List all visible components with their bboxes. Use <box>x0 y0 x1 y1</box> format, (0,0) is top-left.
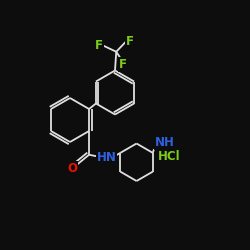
Text: F: F <box>95 39 103 52</box>
Text: NH: NH <box>155 136 175 149</box>
Text: F: F <box>126 35 134 48</box>
Text: HN: HN <box>96 151 116 164</box>
Text: HCl: HCl <box>158 150 180 163</box>
Text: F: F <box>118 58 126 71</box>
Text: O: O <box>67 162 77 174</box>
